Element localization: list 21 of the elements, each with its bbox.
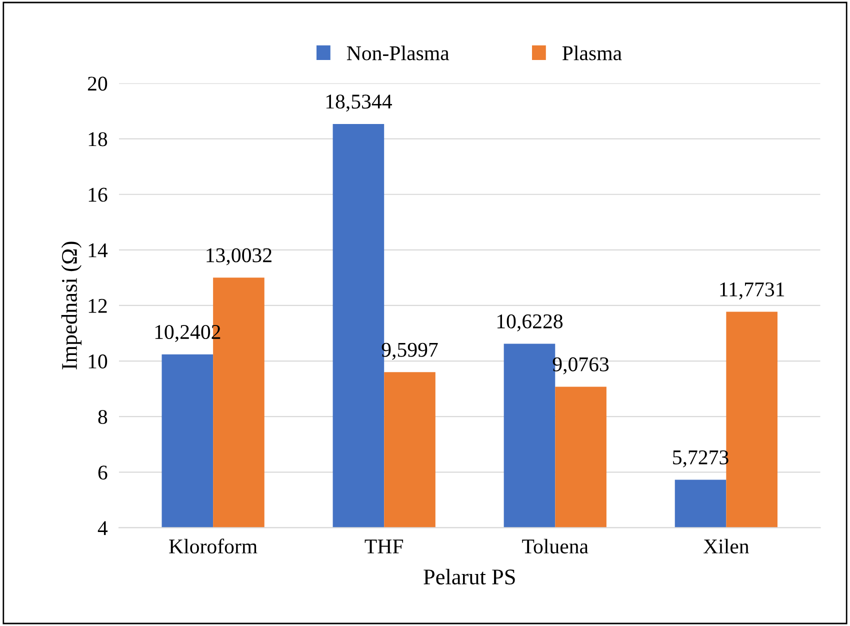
y-tick-label: 18: [88, 132, 108, 146]
data-label: 13,0032: [206, 248, 272, 266]
y-tick-label: 6: [98, 466, 108, 480]
y-tick-label: 10: [88, 354, 108, 368]
y-tick-label: 12: [88, 298, 107, 313]
y-axis-title: Impednasi (Ω): [61, 242, 82, 370]
x-tick-label: Toluena: [522, 538, 588, 554]
y-tick-label: 20: [88, 76, 108, 91]
x-tick-label: Kloroform: [169, 538, 258, 554]
y-tick-label: 8: [98, 410, 108, 424]
y-tick-label: 4: [98, 521, 108, 535]
y-tick-label: 14: [88, 243, 108, 258]
data-label: 10,6228: [497, 314, 563, 332]
y-tick-label: 16: [88, 188, 108, 202]
x-axis-title: Pelarut PS: [424, 568, 515, 584]
data-label: 18,5344: [326, 94, 392, 112]
x-tick-label: THF: [364, 540, 404, 554]
x-tick-label: Xilen: [703, 538, 750, 554]
data-label: 11,7731: [720, 282, 784, 300]
legend-label: Plasma: [562, 46, 622, 60]
legend-label: Non-Plasma: [346, 46, 450, 60]
